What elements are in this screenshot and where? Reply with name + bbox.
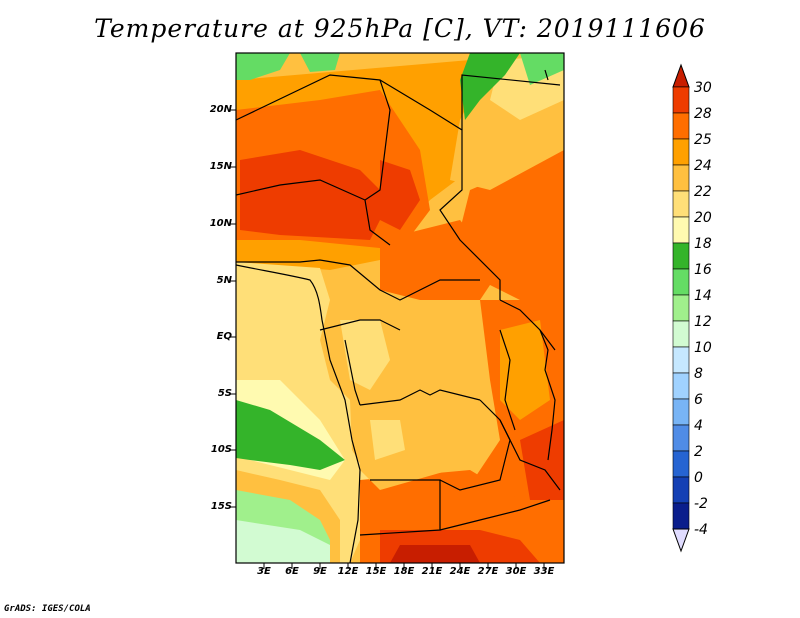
lat-label: 10N (209, 218, 232, 229)
colorbar-swatch (672, 164, 690, 192)
colorbar-label: 12 (694, 314, 712, 330)
lon-label: 6E (285, 566, 299, 577)
colorbar-label: 8 (694, 366, 703, 382)
colorbar-top-arrow (672, 63, 690, 88)
lon-label: 12E (337, 566, 359, 577)
colorbar-label: 16 (694, 262, 712, 278)
colorbar-swatch (672, 450, 690, 478)
colorbar-swatch (672, 476, 690, 504)
colorbar-label: 20 (694, 210, 712, 226)
colorbar-swatch (672, 268, 690, 296)
colorbar-swatch (672, 424, 690, 452)
country-borders (236, 69, 561, 563)
colorbar-label: 22 (694, 184, 712, 200)
colorbar-swatch (672, 294, 690, 322)
colorbar-swatch (672, 138, 690, 166)
colorbar-bottom-arrow (672, 528, 690, 553)
lat-label: 20N (209, 104, 232, 115)
lon-label: 24E (449, 566, 471, 577)
colorbar-label: -4 (694, 522, 708, 538)
lat-label: 10S (210, 444, 232, 455)
colorbar-swatch (672, 398, 690, 426)
colorbar-swatch (672, 372, 690, 400)
colorbar-label: 2 (694, 444, 703, 460)
map-frame (235, 52, 565, 564)
lon-label: 27E (477, 566, 499, 577)
colorbar-swatch (672, 346, 690, 374)
colorbar-swatch (672, 242, 690, 270)
temperature-field (236, 53, 564, 563)
colorbar-swatch (672, 320, 690, 348)
colorbar-swatch (672, 216, 690, 244)
map-title: Temperature at 925hPa [C], VT: 201911160… (94, 14, 706, 43)
lon-label: 3E (257, 566, 271, 577)
colorbar (672, 63, 690, 553)
colorbar-label: 30 (694, 80, 712, 96)
colorbar-label: 25 (694, 132, 712, 148)
lon-label: 15E (365, 566, 387, 577)
credit-text: GrADS: IGES/COLA (4, 604, 91, 614)
colorbar-swatch (672, 112, 690, 140)
colorbar-label: 28 (694, 106, 712, 122)
colorbar-swatch (672, 502, 690, 530)
colorbar-label: 0 (694, 470, 703, 486)
lat-label: 5N (216, 275, 232, 286)
colorbar-label: 24 (694, 158, 712, 174)
lat-label: 15S (210, 501, 232, 512)
colorbar-label: 14 (694, 288, 712, 304)
lat-label: 5S (217, 388, 232, 399)
lat-label: 15N (209, 161, 232, 172)
lon-label: 18E (393, 566, 415, 577)
axis-ticks (230, 109, 545, 569)
lon-label: 9E (313, 566, 327, 577)
lon-label: 33E (533, 566, 555, 577)
lon-label: 21E (421, 566, 443, 577)
colorbar-label: 18 (694, 236, 712, 252)
colorbar-label: -2 (694, 496, 708, 512)
colorbar-label: 4 (694, 418, 703, 434)
colorbar-swatch (672, 190, 690, 218)
colorbar-swatch (672, 86, 690, 114)
colorbar-label: 10 (694, 340, 712, 356)
colorbar-label: 6 (694, 392, 703, 408)
lon-label: 30E (505, 566, 527, 577)
lat-label: EQ (216, 331, 232, 342)
